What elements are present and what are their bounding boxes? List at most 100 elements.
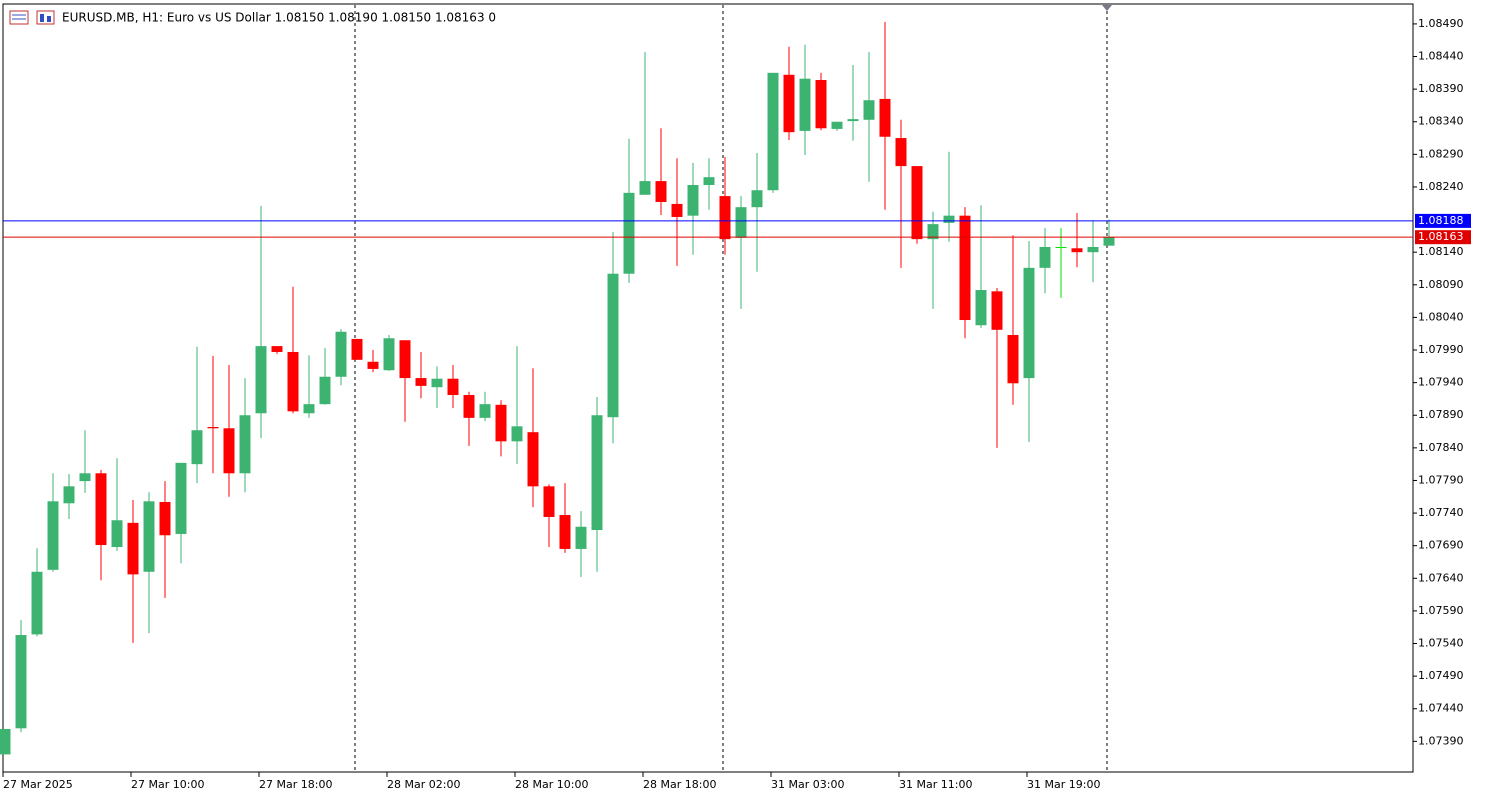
candle-body <box>559 515 571 549</box>
candle-body <box>447 378 459 396</box>
candle-body <box>159 501 171 536</box>
candle-body <box>31 571 43 635</box>
y-tick-label: 1.07890 <box>1418 408 1464 421</box>
candle-body <box>927 224 939 240</box>
candle-body <box>495 404 507 442</box>
x-tick-label: 31 Mar 19:00 <box>1027 778 1100 791</box>
candle-body <box>623 192 635 274</box>
candle-body <box>111 520 123 547</box>
candle-body <box>223 428 235 474</box>
candle-body <box>1055 246 1067 248</box>
candle-body <box>255 346 267 414</box>
x-tick-label: 28 Mar 18:00 <box>643 778 716 791</box>
candle-body <box>63 486 75 504</box>
x-tick-label: 31 Mar 11:00 <box>899 778 972 791</box>
y-tick-label: 1.08340 <box>1418 115 1464 128</box>
y-tick-label: 1.08040 <box>1418 310 1464 323</box>
chart-title: EURUSD.MB, H1: Euro vs US Dollar 1.08150… <box>62 11 496 25</box>
y-tick-label: 1.08440 <box>1418 50 1464 63</box>
candle-body <box>767 72 779 191</box>
candle-body <box>655 181 667 202</box>
y-tick-label: 1.07540 <box>1418 637 1464 650</box>
candle-body <box>895 138 907 167</box>
icon-bar <box>47 16 51 22</box>
y-tick-label: 1.07640 <box>1418 571 1464 584</box>
candle-body <box>207 426 219 429</box>
candle-body <box>1071 248 1083 253</box>
candle-body <box>319 376 331 405</box>
candle-body <box>591 415 603 531</box>
y-tick-label: 1.08490 <box>1418 17 1464 30</box>
candle-body <box>175 462 187 534</box>
candle-body <box>303 404 315 414</box>
candle-body <box>431 378 443 388</box>
x-tick-label: 27 Mar 18:00 <box>259 778 332 791</box>
price-tag-label: 1.08163 <box>1418 230 1464 243</box>
candle-body <box>863 100 875 120</box>
x-tick-label: 28 Mar 10:00 <box>515 778 588 791</box>
candle-body <box>47 501 59 570</box>
candle-body <box>1087 246 1099 253</box>
x-tick-label: 31 Mar 03:00 <box>771 778 844 791</box>
candle-body <box>383 338 395 371</box>
y-tick-label: 1.07690 <box>1418 539 1464 552</box>
y-tick-label: 1.08090 <box>1418 278 1464 291</box>
price-tag-label: 1.08188 <box>1418 214 1464 227</box>
candle-body <box>79 473 91 482</box>
candle-body <box>511 426 523 442</box>
icon-table <box>9 10 29 25</box>
candle-body <box>847 119 859 122</box>
candle-body <box>911 166 923 240</box>
symbol-icons <box>9 10 55 25</box>
candle-body <box>143 501 155 572</box>
candle-body <box>351 338 363 360</box>
icon-chart <box>36 10 55 25</box>
y-tick-label: 1.07940 <box>1418 376 1464 389</box>
candle-body <box>415 378 427 386</box>
candle-body <box>1007 335 1019 384</box>
y-tick-label: 1.07490 <box>1418 669 1464 682</box>
candle-body <box>271 346 283 352</box>
y-tick-label: 1.08290 <box>1418 147 1464 160</box>
candle-body <box>543 486 555 517</box>
candle-body <box>639 181 651 195</box>
icon-bar <box>40 14 44 22</box>
y-tick-label: 1.07440 <box>1418 702 1464 715</box>
candle-body <box>671 203 683 217</box>
candle-body <box>0 728 11 755</box>
y-tick-label: 1.08140 <box>1418 245 1464 258</box>
plot-frame <box>2 3 1414 773</box>
y-tick-label: 1.08240 <box>1418 180 1464 193</box>
y-tick-label: 1.08390 <box>1418 82 1464 95</box>
x-tick-label: 27 Mar 2025 <box>3 778 73 791</box>
candle-body <box>575 526 587 549</box>
candle-body <box>879 98 891 137</box>
candle-body <box>959 215 971 321</box>
y-tick-label: 1.07590 <box>1418 604 1464 617</box>
y-tick-label: 1.07840 <box>1418 441 1464 454</box>
x-tick-label: 27 Mar 10:00 <box>131 778 204 791</box>
y-tick-label: 1.07740 <box>1418 506 1464 519</box>
candle-body <box>95 473 107 546</box>
candle-body <box>191 430 203 465</box>
candle-body <box>479 404 491 418</box>
candle-body <box>463 395 475 418</box>
candle-body <box>1039 246 1051 268</box>
candle-body <box>527 432 539 487</box>
price-tag <box>1415 230 1471 245</box>
y-tick-label: 1.07790 <box>1418 473 1464 486</box>
candle-body <box>783 74 795 133</box>
candle-body <box>751 190 763 208</box>
candle-body <box>735 207 747 238</box>
candle-body <box>367 361 379 369</box>
candle-body <box>703 177 715 186</box>
price-tag <box>1415 213 1471 228</box>
candle-body <box>127 522 139 575</box>
y-tick-label: 1.07390 <box>1418 734 1464 747</box>
candle-body <box>943 215 955 223</box>
candle-body <box>1103 237 1115 246</box>
candle-body <box>831 121 843 129</box>
candle-body <box>1023 267 1035 379</box>
candle-body <box>975 290 987 326</box>
